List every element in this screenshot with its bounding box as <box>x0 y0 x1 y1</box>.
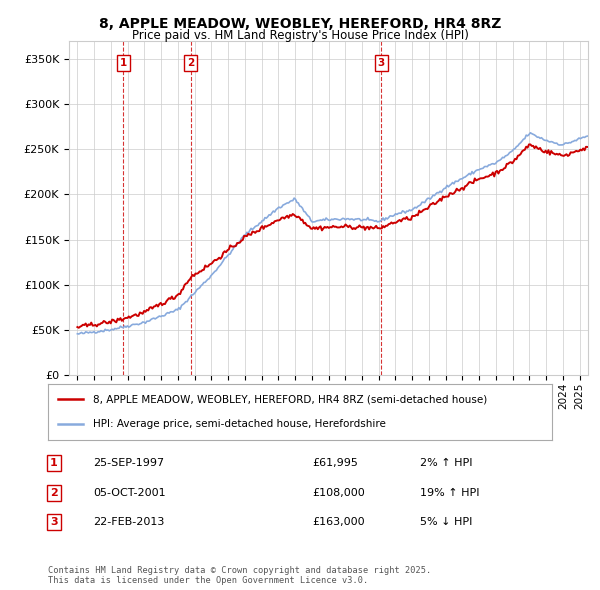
Text: 22-FEB-2013: 22-FEB-2013 <box>93 517 164 527</box>
Text: 1: 1 <box>119 58 127 68</box>
Text: 2: 2 <box>50 488 58 497</box>
Text: HPI: Average price, semi-detached house, Herefordshire: HPI: Average price, semi-detached house,… <box>94 419 386 429</box>
Text: 2% ↑ HPI: 2% ↑ HPI <box>420 458 473 468</box>
Text: 1: 1 <box>50 458 58 468</box>
Text: £108,000: £108,000 <box>312 488 365 497</box>
Text: 3: 3 <box>50 517 58 527</box>
Text: 8, APPLE MEADOW, WEOBLEY, HEREFORD, HR4 8RZ: 8, APPLE MEADOW, WEOBLEY, HEREFORD, HR4 … <box>99 17 501 31</box>
Text: 8, APPLE MEADOW, WEOBLEY, HEREFORD, HR4 8RZ (semi-detached house): 8, APPLE MEADOW, WEOBLEY, HEREFORD, HR4 … <box>94 394 488 404</box>
Text: 05-OCT-2001: 05-OCT-2001 <box>93 488 166 497</box>
Text: Price paid vs. HM Land Registry's House Price Index (HPI): Price paid vs. HM Land Registry's House … <box>131 30 469 42</box>
Text: 5% ↓ HPI: 5% ↓ HPI <box>420 517 472 527</box>
Text: Contains HM Land Registry data © Crown copyright and database right 2025.
This d: Contains HM Land Registry data © Crown c… <box>48 566 431 585</box>
Text: 2: 2 <box>187 58 194 68</box>
Text: 19% ↑ HPI: 19% ↑ HPI <box>420 488 479 497</box>
Text: £163,000: £163,000 <box>312 517 365 527</box>
Text: 3: 3 <box>377 58 385 68</box>
Text: 25-SEP-1997: 25-SEP-1997 <box>93 458 164 468</box>
Text: £61,995: £61,995 <box>312 458 358 468</box>
